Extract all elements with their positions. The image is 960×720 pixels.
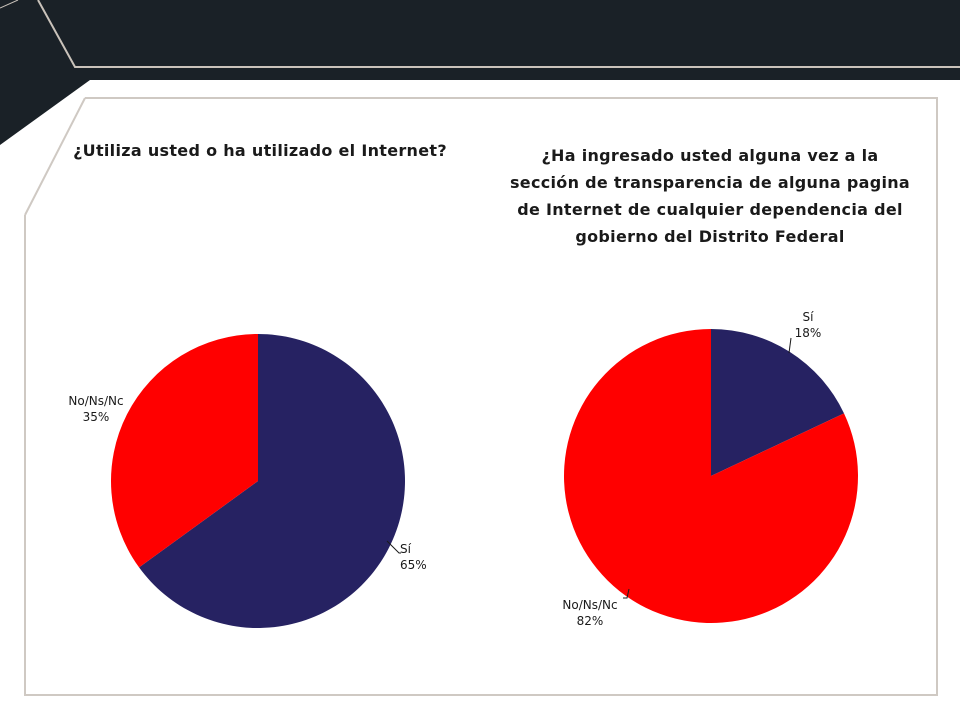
header-accent-line	[37, 0, 960, 68]
header-accent-short	[0, 0, 19, 9]
data-label-value: 35%	[83, 410, 110, 424]
data-label-value: 65%	[400, 558, 427, 572]
frame-diagonal	[24, 97, 86, 216]
label-leader-line	[623, 588, 630, 599]
pie-slice-no	[564, 329, 858, 623]
data-label-category: No/Ns/Nc	[68, 394, 123, 408]
label-leader-line	[788, 337, 792, 354]
data-label-category: Sí	[803, 310, 815, 324]
label-leader-line	[386, 540, 401, 554]
chart-2-title: ¿Ha ingresado usted alguna vez a la secc…	[509, 146, 911, 246]
chart-1-title: ¿Utiliza usted o ha utilizado el Interne…	[73, 141, 447, 160]
content-frame	[24, 97, 938, 696]
header-band	[0, 0, 960, 145]
data-label-value: 18%	[795, 326, 822, 340]
pie-slice-no	[111, 334, 258, 568]
data-label-value: 82%	[577, 614, 604, 628]
pie-slice-si	[711, 329, 845, 476]
pie-slice-si	[139, 334, 405, 628]
data-label-category: Sí	[400, 542, 412, 556]
data-label-category: No/Ns/Nc	[562, 598, 617, 612]
